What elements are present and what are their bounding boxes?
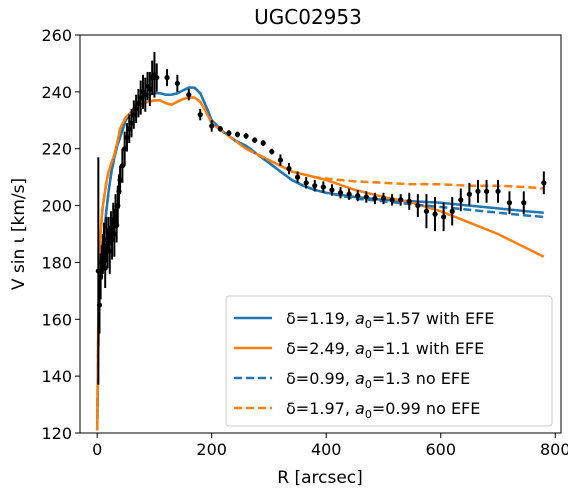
data-point: [495, 188, 501, 194]
series-line-3: [95, 86, 544, 431]
legend-entry-1: δ=1.19, a0=1.57 with EFE: [286, 309, 494, 331]
data-point: [380, 195, 387, 202]
data-point: [303, 180, 309, 186]
legend-entry-2: δ=2.49, a0=1.1 with EFE: [286, 339, 484, 361]
series-line-4: [95, 96, 544, 431]
data-point: [398, 197, 404, 203]
y-tick-label: 220: [41, 140, 72, 159]
data-point: [458, 197, 464, 203]
data-point: [320, 184, 326, 190]
data-point: [506, 200, 513, 206]
x-axis-label: R [arcsec]: [277, 468, 363, 488]
legend-entry-3: δ=0.99, a0=1.3 no EFE: [286, 369, 470, 391]
data-point: [209, 123, 215, 129]
data-point: [286, 166, 292, 172]
y-tick-label: 140: [41, 367, 72, 386]
data-point: [294, 174, 301, 180]
data-point: [337, 190, 344, 196]
data-point: [277, 157, 284, 163]
data-point: [234, 131, 241, 138]
plot-frame: [79, 34, 562, 434]
data-point: [355, 193, 361, 199]
x-tick-label: 400: [311, 440, 342, 459]
data-point: [541, 180, 547, 186]
axis-ticks: 0 200 400 600 800 120 140 160 180 200 220 240 260: [41, 26, 568, 459]
y-axis-label: V sin ι [km/s]: [9, 178, 29, 290]
observed-data-points: [95, 52, 547, 385]
x-tick-label: 0: [92, 440, 102, 459]
data-point: [174, 80, 180, 86]
data-point: [164, 75, 170, 81]
data-point: [260, 140, 266, 146]
chart-title: UGC02953: [254, 5, 362, 29]
data-point: [243, 133, 249, 139]
data-point: [329, 187, 335, 193]
y-tick-label: 240: [41, 83, 72, 102]
y-tick-label: 200: [41, 197, 72, 216]
legend-box: [225, 295, 553, 427]
data-point: [217, 126, 223, 132]
data-point: [226, 130, 232, 136]
data-point: [389, 197, 395, 203]
data-point: [483, 188, 490, 194]
data-point: [96, 302, 103, 308]
data-point: [186, 92, 192, 98]
data-point: [312, 183, 318, 189]
y-tick-label: 260: [41, 26, 72, 45]
data-point: [252, 137, 258, 143]
data-point: [423, 208, 430, 214]
data-point: [346, 191, 352, 197]
data-point: [466, 191, 472, 197]
data-point: [449, 208, 455, 214]
data-point: [197, 112, 203, 118]
y-tick-label: 160: [41, 310, 72, 329]
y-tick-label: 120: [41, 424, 72, 443]
data-point: [441, 214, 447, 220]
data-point: [415, 202, 421, 209]
data-point: [432, 211, 438, 217]
x-tick-label: 800: [540, 440, 568, 459]
data-point: [521, 200, 527, 206]
x-tick-label: 600: [425, 440, 456, 459]
data-point: [372, 195, 378, 202]
plot-area: [95, 52, 547, 431]
data-point: [406, 198, 412, 204]
legend: δ=1.19, a0=1.57 with EFE δ=2.49, a0=1.1 w…: [225, 295, 553, 427]
y-tick-label: 180: [41, 253, 72, 272]
data-point: [154, 75, 160, 81]
data-point: [269, 148, 275, 155]
x-tick-label: 200: [196, 440, 227, 459]
legend-entry-4: δ=1.97, a0=0.99 no EFE: [286, 399, 480, 421]
data-point: [475, 188, 481, 194]
data-point: [363, 194, 369, 200]
